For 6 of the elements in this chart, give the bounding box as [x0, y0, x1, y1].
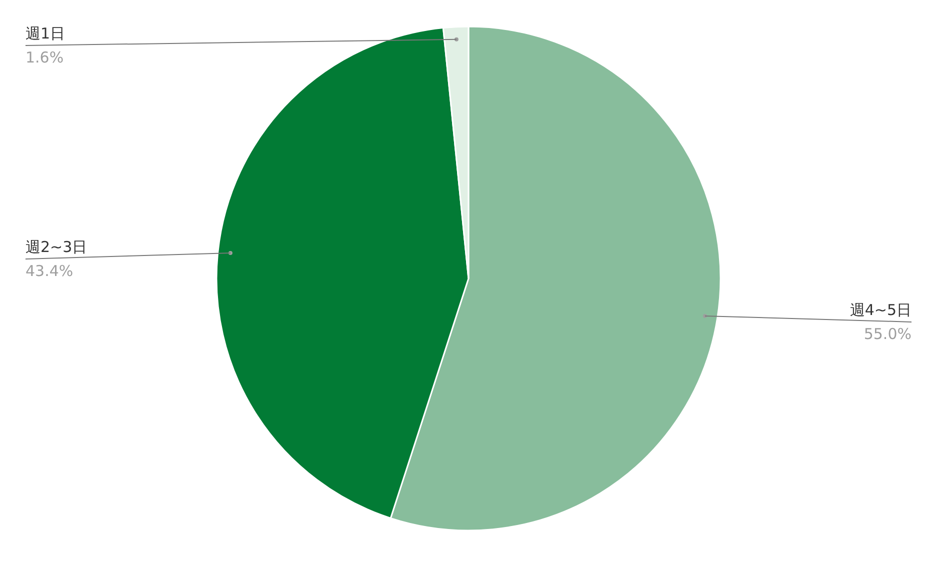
slice-label: 週2~3日 [26, 238, 88, 256]
data-label: 55.0% [864, 324, 912, 343]
slice-label: 週1日 [26, 24, 66, 42]
slice-label: 週4~5日 [850, 300, 912, 319]
data-label: 43.4% [26, 262, 74, 280]
data-label: 1.6% [26, 48, 64, 66]
